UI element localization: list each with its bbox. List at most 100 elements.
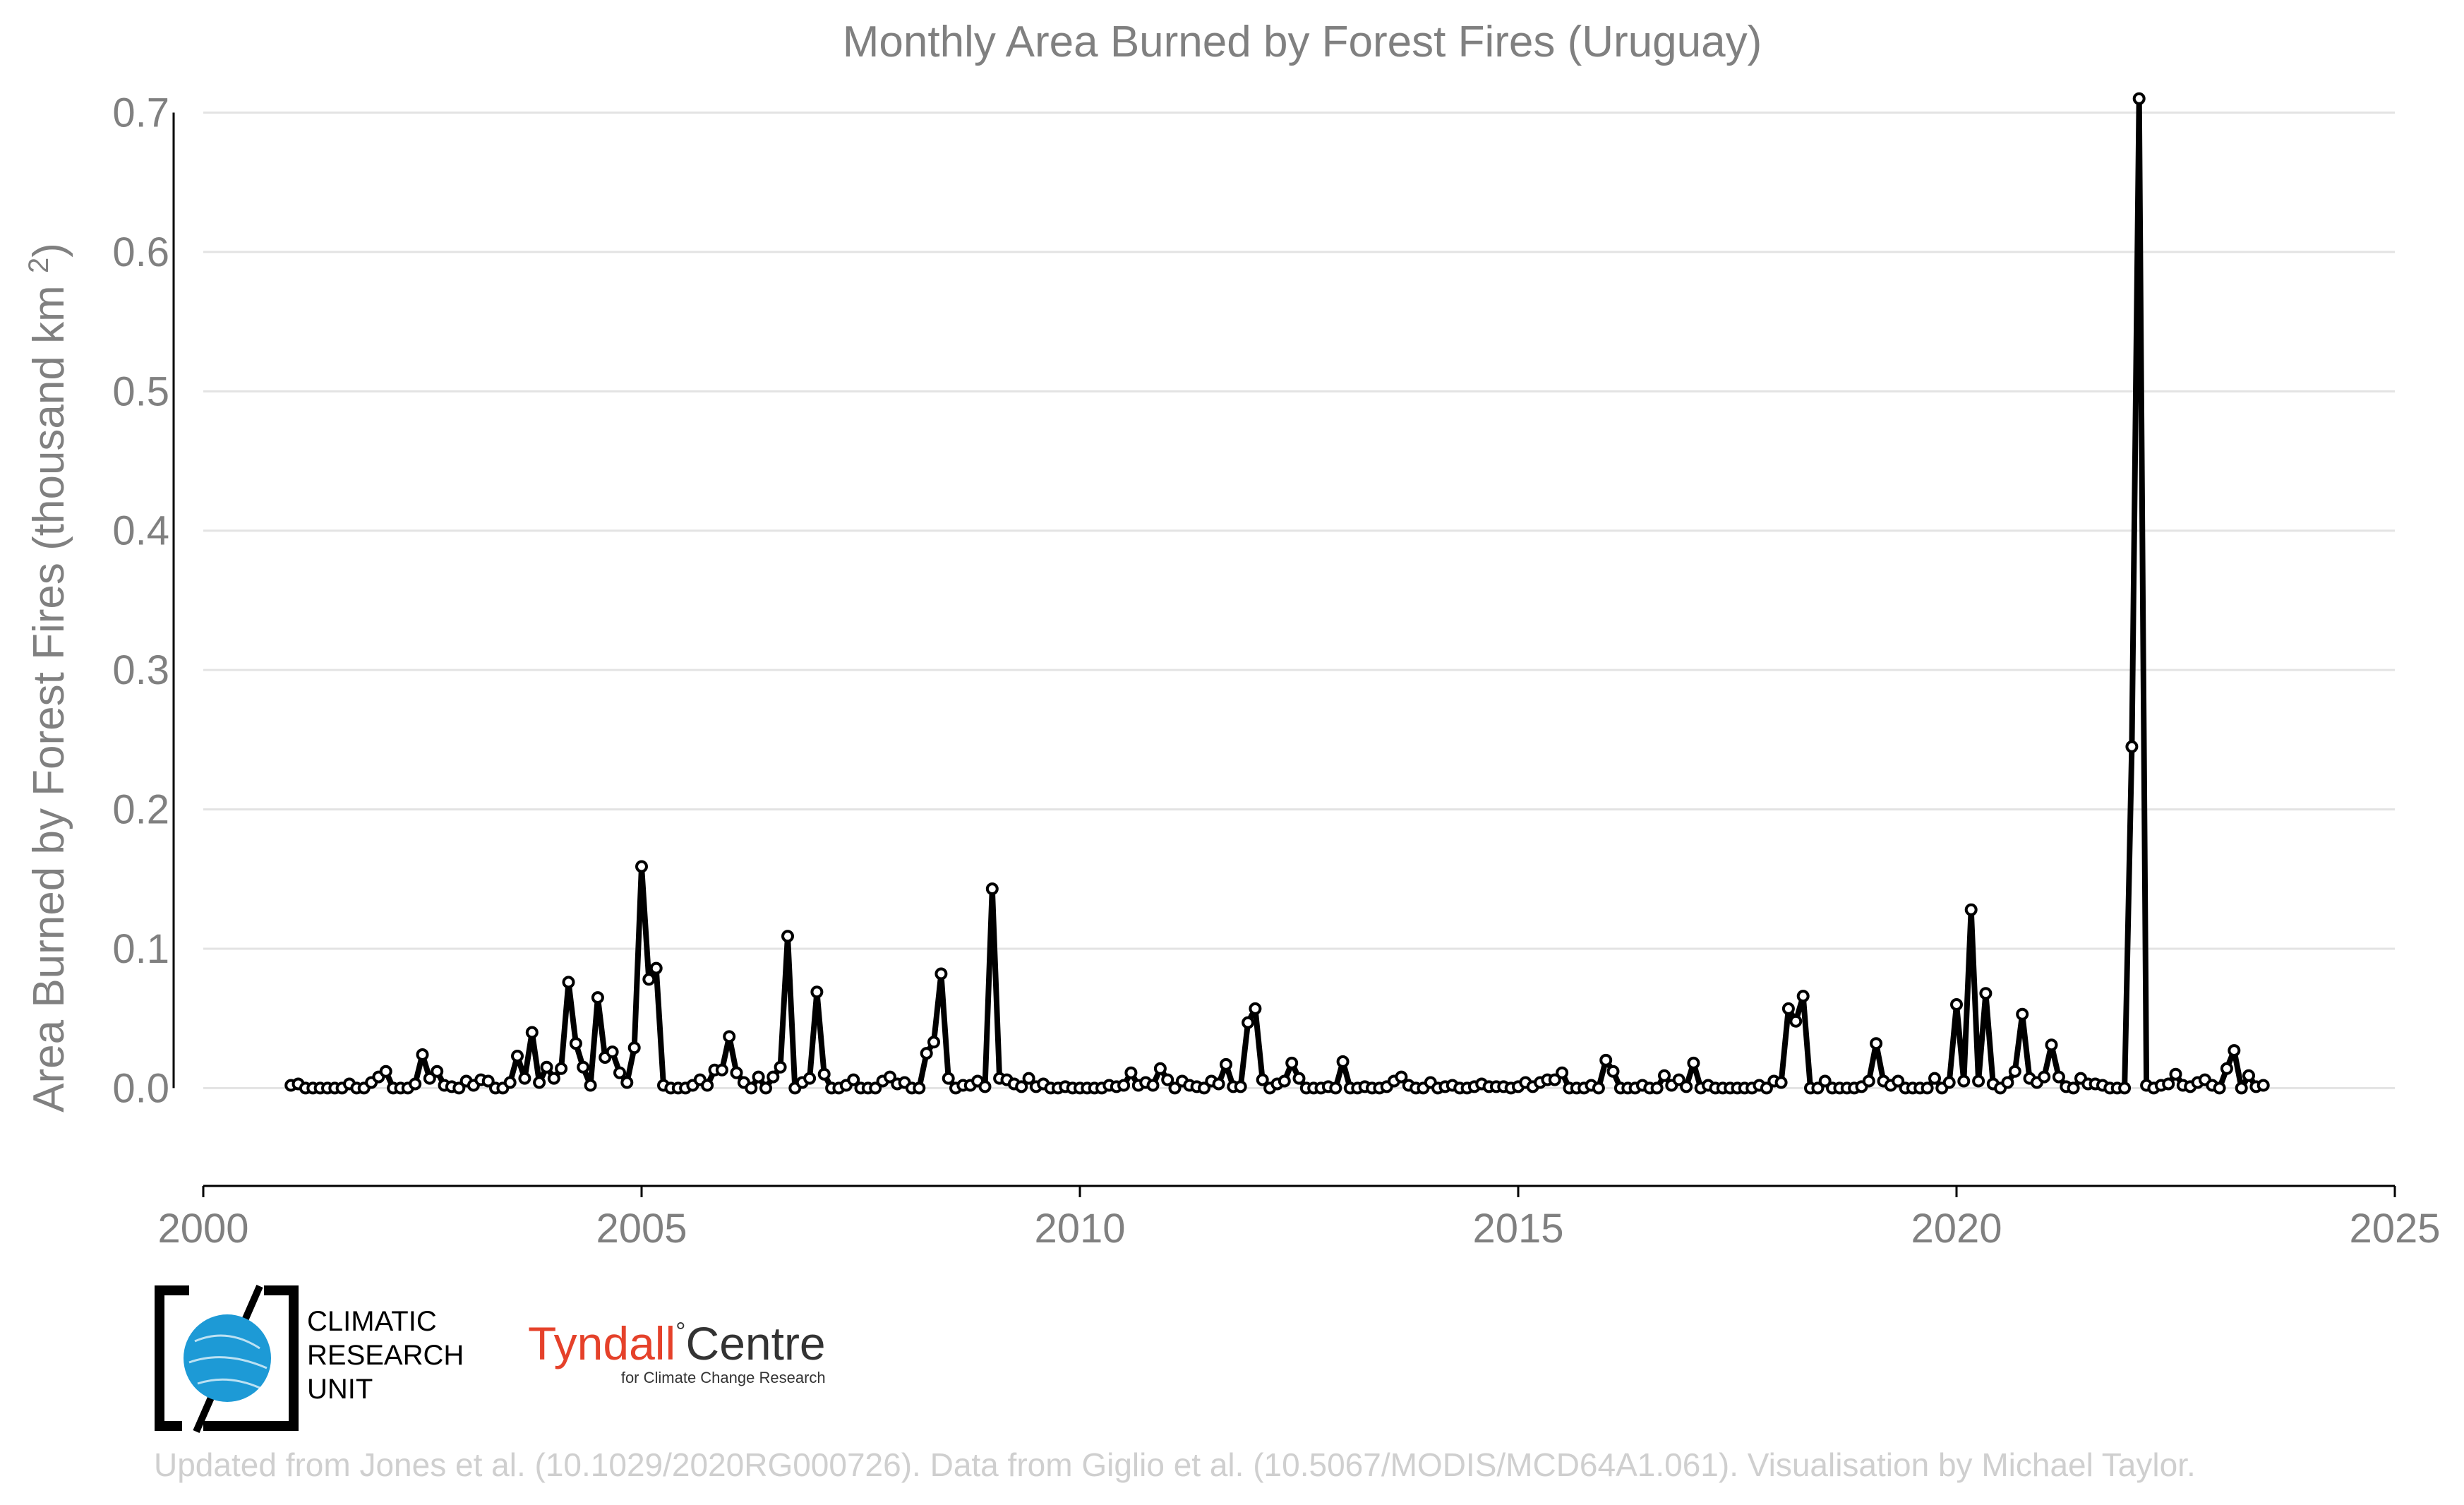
- y-tick-label: 0.7: [112, 90, 169, 136]
- data-point: [745, 1081, 758, 1095]
- data-point: [1329, 1081, 1342, 1095]
- data-point: [613, 1066, 626, 1079]
- tyndall-centre: Centre: [685, 1317, 826, 1369]
- data-point: [2213, 1081, 2226, 1095]
- data-point: [934, 967, 948, 981]
- data-point: [1278, 1074, 1291, 1088]
- x-tick-label: 2020: [1911, 1206, 2002, 1252]
- tyndall-subtitle: for Climate Change Research: [620, 1369, 826, 1386]
- data-point: [752, 1070, 765, 1084]
- data-point: [2228, 1044, 2241, 1057]
- data-point: [2169, 1067, 2182, 1081]
- x-tick-label: 2015: [1472, 1206, 1563, 1252]
- data-point: [1606, 1065, 1620, 1078]
- y-tick-label: 0.5: [112, 368, 169, 414]
- data-point: [1198, 1081, 1210, 1095]
- data-point: [1146, 1079, 1160, 1092]
- data-point: [869, 1081, 882, 1095]
- data-point: [423, 1072, 436, 1085]
- data-point: [409, 1077, 422, 1091]
- data-point: [1964, 903, 1978, 916]
- data-point: [978, 1080, 992, 1093]
- y-tick-label: 0.0: [112, 1065, 169, 1111]
- data-point: [715, 1063, 728, 1077]
- data-point: [2125, 740, 2139, 753]
- y-tick-label: 0.4: [112, 508, 169, 554]
- tyndall-degree: °: [675, 1317, 686, 1345]
- data-point: [1811, 1081, 1825, 1095]
- data-point: [555, 1062, 568, 1075]
- data-point: [569, 1037, 582, 1050]
- data-point: [1658, 1069, 1671, 1082]
- series-markers: [284, 92, 2270, 1095]
- data-point: [1774, 1076, 1788, 1089]
- data-point: [518, 1072, 531, 1085]
- data-point: [1548, 1073, 1561, 1086]
- data-point: [533, 1076, 546, 1089]
- data-point: [2220, 1062, 2233, 1075]
- data-point: [525, 1026, 539, 1039]
- data-point: [1979, 987, 1993, 1000]
- data-point: [2132, 92, 2146, 105]
- data-point: [2008, 1065, 2021, 1078]
- cru-bracket-right: [203, 1285, 299, 1431]
- data-point: [2016, 1007, 2029, 1021]
- gridlines: [203, 111, 2395, 1089]
- data-point: [2038, 1070, 2051, 1084]
- data-point: [2001, 1076, 2014, 1089]
- data-point: [1928, 1072, 1941, 1085]
- y-tick-label: 0.3: [112, 647, 169, 693]
- data-point: [1687, 1056, 1700, 1069]
- data-point: [1818, 1074, 1832, 1088]
- data-point: [627, 1041, 641, 1055]
- data-point: [1124, 1066, 1138, 1079]
- footer-credits: Updated from Jones et al. (10.1029/2020R…: [154, 1446, 2196, 1483]
- data-point: [1336, 1055, 1350, 1068]
- x-tick-label: 2005: [596, 1206, 687, 1252]
- cru-logo: [155, 1285, 299, 1433]
- data-point: [759, 1081, 772, 1095]
- data-point: [1395, 1070, 1408, 1084]
- data-point: [2067, 1081, 2080, 1095]
- data-point: [1249, 1002, 1262, 1015]
- data-point: [1972, 1074, 1985, 1088]
- data-point: [606, 1045, 619, 1059]
- data-point: [803, 1072, 817, 1085]
- data-point: [730, 1066, 743, 1079]
- data-point: [942, 1072, 955, 1085]
- data-point: [1942, 1076, 1956, 1089]
- cru-globe-swirl: [188, 1334, 268, 1389]
- data-point: [1285, 1056, 1299, 1069]
- data-point: [913, 1081, 926, 1095]
- data-point: [2256, 1079, 2270, 1092]
- data-point: [2052, 1070, 2065, 1084]
- data-point: [1862, 1074, 1875, 1088]
- data-point: [1161, 1073, 1174, 1086]
- cru-logo-text: CLIMATIC RESEARCH UNIT: [307, 1305, 464, 1406]
- data-point: [591, 991, 604, 1005]
- x-ticks: 2000 2005 2010 2015 2020 2025: [157, 1186, 2441, 1252]
- data-point: [416, 1048, 429, 1061]
- data-point: [847, 1073, 860, 1086]
- data-point: [1892, 1074, 1905, 1088]
- x-tick-label: 2000: [157, 1206, 248, 1252]
- y-axis-label-text: Area Burned by Forest Fires (thousand km: [25, 285, 73, 1113]
- data-point: [767, 1070, 780, 1084]
- y-tick-label: 0.1: [112, 926, 169, 972]
- data-point: [452, 1081, 466, 1095]
- cru-line-1: CLIMATIC: [307, 1306, 437, 1337]
- data-point: [2235, 1081, 2248, 1095]
- data-point: [1592, 1081, 1605, 1095]
- chart-title: Monthly Area Burned by Forest Fires (Uru…: [843, 18, 1762, 66]
- chart: Monthly Area Burned by Forest Fires (Uru…: [23, 18, 2441, 1252]
- data-point: [379, 1065, 392, 1078]
- y-axis-label-suffix: ): [25, 243, 73, 258]
- data-point: [810, 985, 824, 999]
- data-point: [1796, 990, 1810, 1003]
- data-point: [1292, 1072, 1306, 1085]
- y-axis-label: Area Burned by Forest Fires (thousand km…: [23, 243, 73, 1113]
- data-point: [2118, 1081, 2132, 1095]
- data-point: [1789, 1014, 1803, 1028]
- data-point: [927, 1036, 940, 1049]
- data-point: [1212, 1077, 1225, 1091]
